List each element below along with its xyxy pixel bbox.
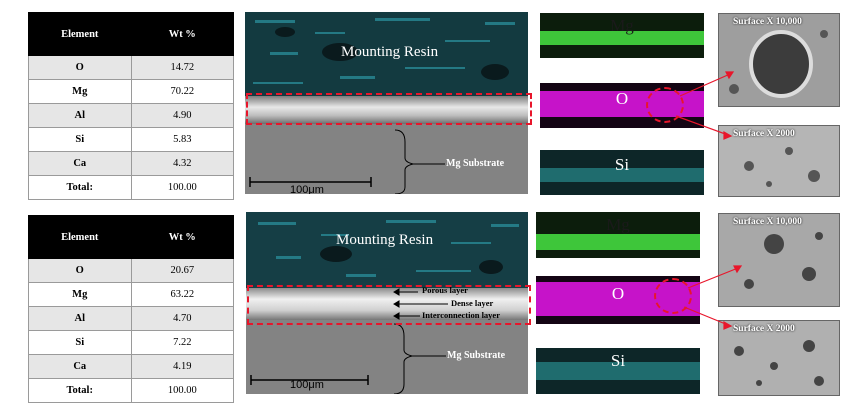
layer-label-porous: Porous layer xyxy=(422,285,468,295)
sem-cross-section: Mounting Resin Porous layer Dense layer … xyxy=(246,212,528,394)
table-row: Mg 63.22 xyxy=(28,282,234,307)
value-cell: 4.70 xyxy=(130,306,234,331)
value-cell: 70.22 xyxy=(130,79,234,104)
map-label: Mg xyxy=(606,215,630,234)
element-cell: Al xyxy=(28,103,132,128)
value-cell: 20.67 xyxy=(130,258,234,283)
value-cell: 14.72 xyxy=(130,55,234,80)
element-cell: Si xyxy=(28,127,132,152)
value-cell: 4.32 xyxy=(130,151,234,176)
coating-highlight-box xyxy=(246,93,532,125)
mg-map: Mg xyxy=(536,212,700,258)
table-row: O 14.72 xyxy=(28,55,234,80)
micrograph-caption: Surface X 10,000 xyxy=(733,17,802,27)
table-row: Al 4.90 xyxy=(28,103,234,128)
table-row: Total: 100.00 xyxy=(28,378,234,403)
element-cell: Ca xyxy=(28,354,132,379)
map-label: O xyxy=(611,284,625,303)
surface-micrograph-2000: Surface X 2000 xyxy=(718,320,840,396)
layer-label-interconnection: Interconnection layer xyxy=(422,310,500,320)
zoom-circle xyxy=(646,87,684,123)
surface-micrograph-10000: Surface X 10,000 xyxy=(718,213,840,307)
sem-image xyxy=(245,12,528,194)
resin-label: Mounting Resin xyxy=(341,44,439,60)
element-cell: Total: xyxy=(28,378,132,403)
layer-label-dense: Dense layer xyxy=(451,298,494,308)
sem-cross-section: Mounting Resin Mg Substrate 100μm xyxy=(245,12,528,194)
si-map: Si xyxy=(540,150,704,195)
table-row: Si 5.83 xyxy=(28,127,234,152)
scale-bar-label: 100μm xyxy=(290,379,324,391)
zoom-circle xyxy=(654,278,692,314)
surface-micrograph-2000: Surface X 2000 xyxy=(718,125,840,197)
micrograph-caption: Surface X 2000 xyxy=(733,129,795,139)
panel-tag: (b) xyxy=(5,213,19,225)
si-map: Si xyxy=(536,348,700,394)
panel-tag: (a) xyxy=(5,6,19,18)
element-cell: Mg xyxy=(28,282,132,307)
value-cell: 100.00 xyxy=(130,175,234,200)
coating-layer xyxy=(245,96,528,124)
table-row: Al 4.70 xyxy=(28,306,234,331)
element-cell: Al xyxy=(28,306,132,331)
table-header-row: Element Wt % xyxy=(28,215,234,259)
substrate-region xyxy=(246,320,528,394)
substrate-label: Mg Substrate xyxy=(446,158,505,169)
map-label: Mg xyxy=(610,16,634,35)
value-cell: 7.22 xyxy=(130,330,234,355)
value-cell: 63.22 xyxy=(130,282,234,307)
map-label: Si xyxy=(614,155,630,174)
element-cell: Mg xyxy=(28,79,132,104)
element-cell: Total: xyxy=(28,175,132,200)
value-cell: 4.90 xyxy=(130,103,234,128)
micrograph-caption: Surface X 10,000 xyxy=(733,217,802,227)
element-cell: Ca xyxy=(28,151,132,176)
surface-micrograph-10000: Surface X 10,000 xyxy=(718,13,840,107)
scale-bar-label: 100μm xyxy=(290,184,324,194)
table-header-element: Element xyxy=(28,215,132,259)
coating-layer xyxy=(246,288,528,320)
map-label: O xyxy=(615,89,629,108)
value-cell: 100.00 xyxy=(130,378,234,403)
value-cell: 4.19 xyxy=(130,354,234,379)
table-row: Ca 4.19 xyxy=(28,354,234,379)
sem-image xyxy=(246,212,528,394)
element-cell: Si xyxy=(28,330,132,355)
table-row: Mg 70.22 xyxy=(28,79,234,104)
micrograph-caption: Surface X 2000 xyxy=(733,324,795,334)
mg-map: Mg xyxy=(540,13,704,58)
composition-table: Element Wt % O 20.67 Mg 63.22 Al 4.70 Si 7.2… xyxy=(28,215,234,403)
substrate-label: Mg Substrate xyxy=(447,350,506,361)
composition-table: Element Wt % O 14.72 Mg 70.22 Al 4.90 Si 5.8… xyxy=(28,12,234,200)
element-cell: O xyxy=(28,258,132,283)
table-header-element: Element xyxy=(28,12,132,56)
table-row: Total: 100.00 xyxy=(28,175,234,200)
table-header-wt: Wt % xyxy=(130,12,234,56)
element-cell: O xyxy=(28,55,132,80)
map-label: Si xyxy=(610,351,626,370)
table-header-wt: Wt % xyxy=(130,215,234,259)
coating-highlight-box xyxy=(247,285,531,325)
table-row: Si 7.22 xyxy=(28,330,234,355)
resin-label: Mounting Resin xyxy=(336,232,434,248)
value-cell: 5.83 xyxy=(130,127,234,152)
table-header-row: Element Wt % xyxy=(28,12,234,56)
table-row: O 20.67 xyxy=(28,258,234,283)
table-row: Ca 4.32 xyxy=(28,151,234,176)
